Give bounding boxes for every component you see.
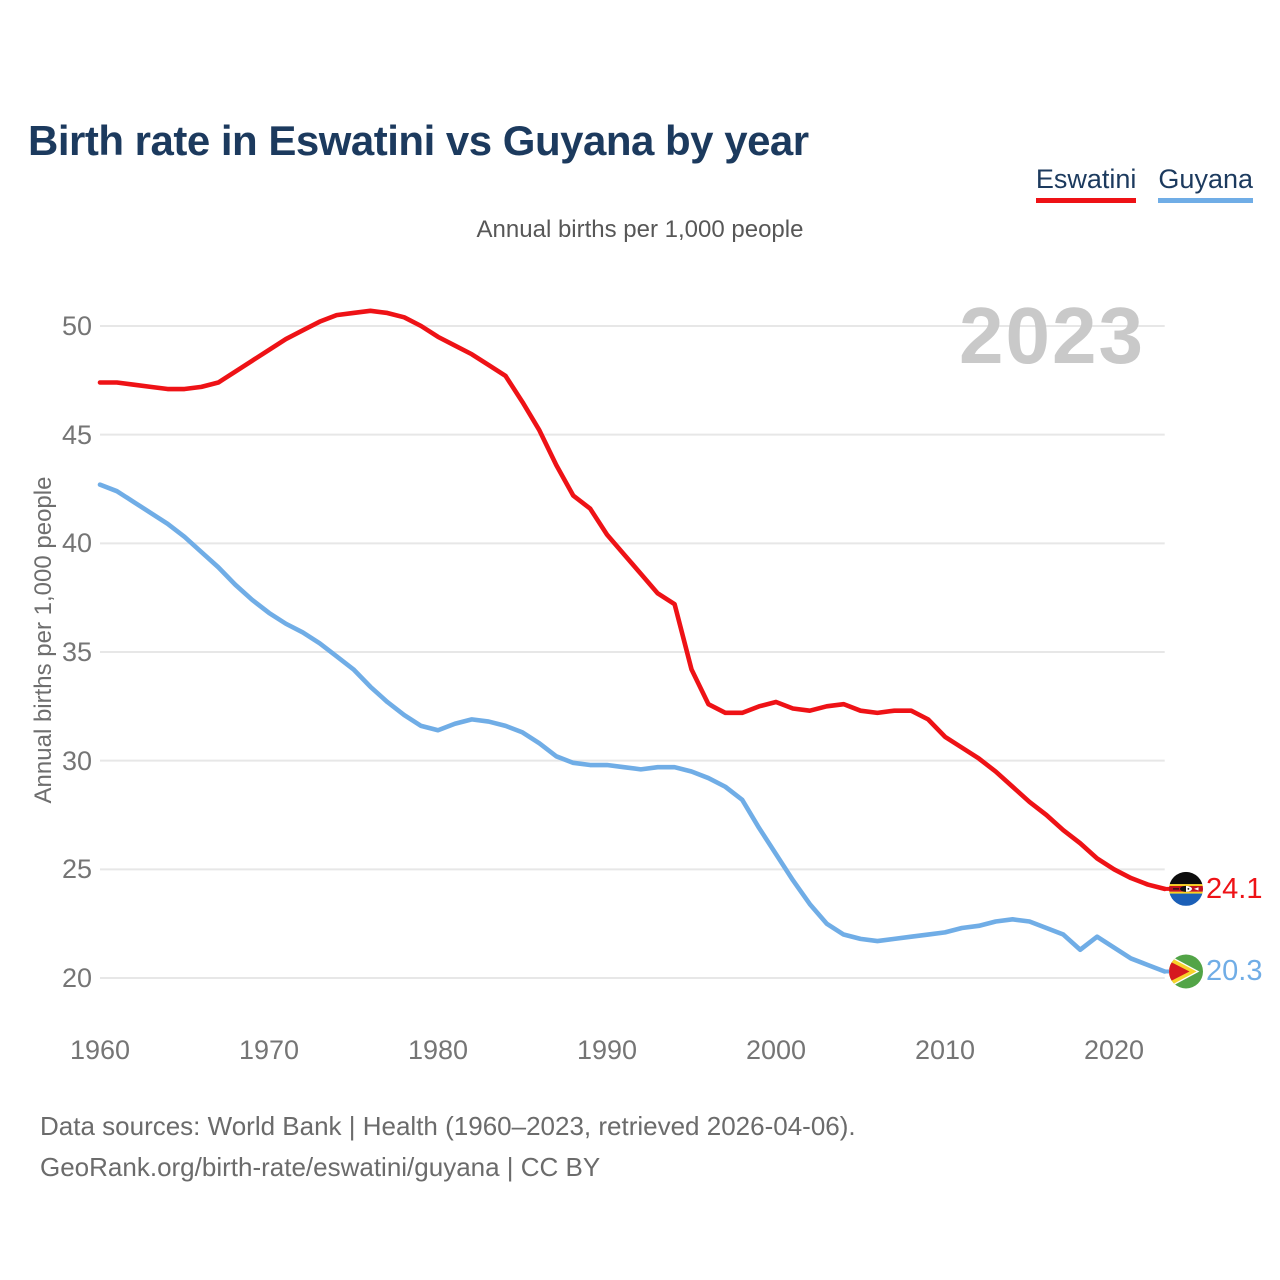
y-tick-label: 35 — [61, 637, 92, 667]
y-tick-label: 40 — [61, 528, 92, 559]
page-title: Birth rate in Eswatini vs Guyana by year — [28, 117, 809, 165]
y-tick-label: 30 — [61, 745, 92, 776]
legend-item-guyana[interactable]: Guyana — [1158, 164, 1253, 203]
x-tick-label: 1970 — [238, 1035, 300, 1065]
y-tick-label: 20 — [61, 963, 92, 993]
y-tick-label: 50 — [61, 311, 92, 341]
line-eswatini — [97, 308, 1167, 892]
footer-attribution: GeoRank.org/birth-rate/eswatini/guyana |… — [40, 1152, 601, 1182]
x-tick-label: 1980 — [407, 1035, 469, 1065]
guyana-end-value: 20.3 — [1206, 955, 1263, 988]
footer-data-sources: Data sources: World Bank | Health (1960–… — [40, 1111, 856, 1141]
eswatini-end-value: 24.1 — [1206, 872, 1263, 905]
x-tick-label: 2010 — [914, 1035, 976, 1065]
y-tick-label: 25 — [61, 854, 92, 885]
footer: Data sources: World Bank | Health (1960–… — [40, 1106, 856, 1188]
chart-legend: Eswatini Guyana — [1035, 164, 1253, 203]
series-lines — [97, 308, 1170, 974]
gridlines — [100, 325, 1165, 979]
x-tick-label: 1990 — [576, 1035, 638, 1065]
x-tick-label: 1960 — [69, 1035, 131, 1065]
chart-subtitle: Annual births per 1,000 people — [476, 216, 804, 243]
x-tick-label: 2000 — [745, 1035, 807, 1065]
y-tick-label: 45 — [61, 419, 92, 450]
line-guyana — [97, 482, 1167, 974]
eswatini-flag-icon — [1169, 871, 1203, 906]
year-watermark: 2023 — [959, 291, 1145, 380]
legend-item-eswatini[interactable]: Eswatini — [1035, 164, 1137, 203]
guyana-flag-icon — [1169, 954, 1203, 989]
x-tick-label: 2020 — [1083, 1035, 1145, 1065]
